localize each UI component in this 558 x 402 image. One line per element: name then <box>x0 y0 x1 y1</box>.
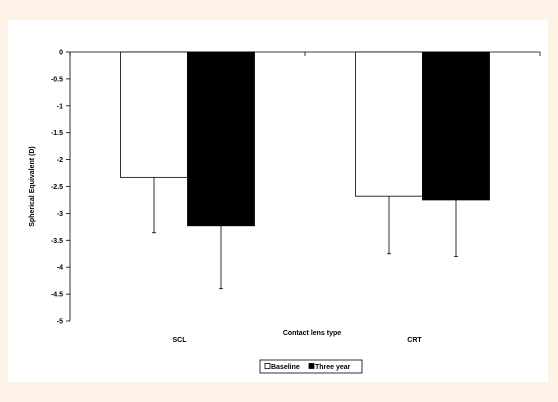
bar-chart: 0 -0.5 -1 -1.5 -2 -2.5 -3 -3.5 -4 -4.5 -5 SCL CRT Con… <box>29 50 541 374</box>
y-tick-label: -3 <box>57 211 63 218</box>
y-tick-label: -4.5 <box>51 292 63 299</box>
y-tick-label: -2.5 <box>51 184 63 191</box>
y-tick-label: -5 <box>57 319 63 326</box>
bar-crt-three-year <box>422 51 490 201</box>
y-tick-label: -1.5 <box>51 130 63 137</box>
bar-scl-baseline <box>120 51 188 178</box>
bar-scl-three-year <box>187 51 255 227</box>
y-tick-label: -2 <box>57 157 63 164</box>
y-tick-label: -1 <box>57 103 63 110</box>
legend: Baseline Three year <box>259 359 363 374</box>
legend-swatch-baseline <box>264 363 271 369</box>
plot-area: 0 -0.5 -1 -1.5 -2 -2.5 -3 -3.5 -4 -4.5 -5 SCL CRT Con… <box>29 50 541 344</box>
y-tick-label: 0 <box>59 50 63 57</box>
x-axis-title: Contact lens type <box>283 330 341 337</box>
x-tick-label: SCL <box>173 337 188 344</box>
bar-crt-baseline <box>355 51 423 197</box>
legend-label-baseline: Baseline <box>271 364 300 371</box>
legend-label-three-year: Three year <box>315 364 351 371</box>
y-tick-label: -3.5 <box>51 238 63 245</box>
y-tick-label: -0.5 <box>51 76 63 83</box>
chart-panel: 0 -0.5 -1 -1.5 -2 -2.5 -3 -3.5 -4 -4.5 -5 SCL CRT Con… <box>8 20 548 382</box>
x-tick-label: CRT <box>407 337 422 344</box>
y-axis-title: Spherical Equivalent (D) <box>29 146 36 227</box>
legend-swatch-three-year <box>308 363 315 369</box>
y-tick-label: -4 <box>57 265 63 272</box>
